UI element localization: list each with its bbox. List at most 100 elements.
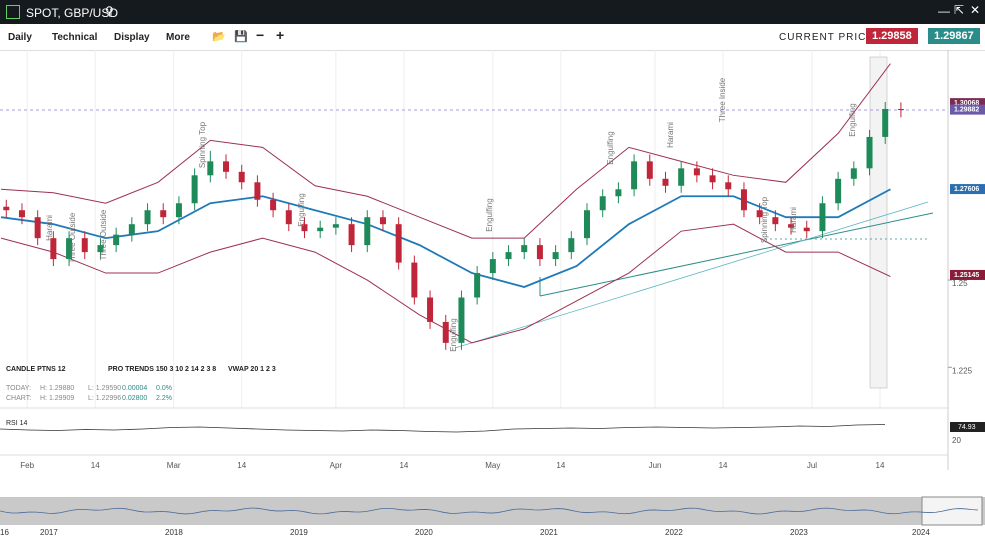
indicator-label[interactable]: PRO TRENDS 150 3 10 2 14 2 3 8: [108, 366, 216, 373]
x-tick-label: 14: [91, 461, 100, 470]
year-label: 2024: [912, 528, 930, 537]
price-marker: [950, 184, 985, 195]
candle-body: [866, 136, 873, 169]
candle-body: [615, 189, 622, 197]
year-label: 2017: [40, 528, 58, 537]
pattern-label: Spinning Top: [198, 121, 207, 168]
candle-body: [332, 224, 339, 228]
pattern-label: Three Outside: [68, 212, 77, 263]
year-label: 2022: [665, 528, 683, 537]
candle-body: [18, 210, 25, 218]
price-label: CURRENT PRICE:: [779, 32, 878, 43]
pattern-label: Three Outside: [99, 209, 108, 260]
candle-body: [270, 199, 277, 211]
close[interactable]: ✕: [970, 3, 981, 17]
pattern-label: Engulfing: [848, 103, 857, 136]
candle-body: [662, 178, 669, 186]
candle-body: [882, 108, 889, 137]
pattern-label: Engulfing: [449, 318, 458, 351]
zoom-out[interactable]: −: [256, 27, 265, 43]
candle-body: [223, 161, 230, 172]
rsi-label: RSI 14: [6, 420, 28, 427]
price-marker-label: 1.29882: [954, 106, 979, 113]
year-label: 2021: [540, 528, 558, 537]
chart: Feb 14 Mar 14 Apr 14 May 14 Jun 14 Jul 141.2251.251…: [0, 50, 985, 537]
candle-body: [175, 203, 182, 218]
candle-body: [66, 238, 73, 260]
candle-body: [379, 217, 386, 225]
rsi-tick: 20: [952, 436, 961, 445]
candle-body: [411, 262, 418, 298]
expand[interactable]: ⇱: [954, 3, 965, 17]
trend-line: [539, 212, 934, 297]
candle-body: [536, 245, 543, 260]
folder-icon[interactable]: 📂: [212, 31, 226, 43]
candle-body: [160, 210, 167, 218]
candle-body: [772, 217, 779, 225]
menu[interactable]: Daily: [8, 32, 32, 43]
navigator[interactable]: [0, 497, 985, 525]
year-label: 2020: [415, 528, 433, 537]
ask-price[interactable]: 1.29867: [928, 28, 980, 44]
price-marker-label: 1.27606: [954, 186, 979, 193]
pattern-label: Spinning Top: [760, 196, 769, 243]
candle-body: [34, 217, 41, 239]
candle-body: [897, 108, 904, 110]
candle-body: [442, 321, 449, 343]
title: SPOT, GBP/USD: [26, 6, 119, 20]
candle-body: [3, 206, 10, 211]
navigator-window[interactable]: [921, 496, 983, 526]
x-tick-label: Apr: [330, 461, 343, 470]
bid-price[interactable]: 1.29858: [866, 28, 918, 44]
x-tick-label: Feb: [20, 461, 34, 470]
candle-body: [207, 161, 214, 176]
candle-body: [505, 252, 512, 260]
year-label: 16: [0, 528, 9, 537]
candle-body: [254, 182, 261, 200]
zoom-in[interactable]: +: [276, 27, 285, 43]
band-line: [0, 188, 891, 288]
indicator-label[interactable]: VWAP 20 1 2 3: [228, 366, 276, 373]
stat: 0.02800: [122, 395, 147, 402]
price-marker: [950, 98, 985, 109]
candle-body: [489, 259, 496, 274]
stat: TODAY:: [6, 385, 31, 392]
candle-body: [740, 189, 747, 211]
x-tick-label: 14: [237, 461, 246, 470]
candle-body: [238, 171, 245, 183]
candle-body: [850, 168, 857, 179]
menu[interactable]: More: [166, 32, 190, 43]
pattern-label: Engulfing: [485, 198, 494, 231]
x-tick-label: 14: [719, 461, 728, 470]
year-label: 2019: [290, 528, 308, 537]
x-tick-label: 14: [876, 461, 885, 470]
indicator-label[interactable]: CANDLE PTNS 12: [6, 366, 66, 373]
menu[interactable]: Technical: [52, 32, 98, 43]
pattern-label: Three Inside: [718, 77, 727, 122]
save-icon[interactable]: 💾: [234, 31, 248, 43]
price-marker-label: 1.30068: [954, 100, 979, 107]
candle-body: [835, 178, 842, 204]
rsi-marker: [950, 422, 985, 432]
candle-body: [819, 203, 826, 232]
candle-body: [128, 224, 135, 235]
menu[interactable]: Display: [114, 32, 150, 43]
candle-body: [521, 245, 528, 253]
candle-body: [584, 210, 591, 239]
search-icon[interactable]: ⚲: [105, 4, 114, 18]
candle-body: [395, 224, 402, 263]
candle-body: [803, 227, 810, 232]
candle-body: [191, 175, 198, 204]
candle-body: [725, 182, 732, 190]
stat: H: 1.29880: [40, 385, 74, 392]
candle-body: [317, 227, 324, 232]
pattern-label: Harami: [45, 215, 54, 241]
minimize[interactable]: —: [938, 4, 950, 18]
x-tick-label: 14: [399, 461, 408, 470]
rsi-line: [0, 424, 886, 433]
title-bar: SPOT, GBP/USD ⚲ — ⇱ ✕: [0, 0, 985, 24]
pattern-label: Harami: [666, 122, 675, 148]
pattern-label: Engulfing: [606, 131, 615, 164]
candle-body: [427, 297, 434, 322]
